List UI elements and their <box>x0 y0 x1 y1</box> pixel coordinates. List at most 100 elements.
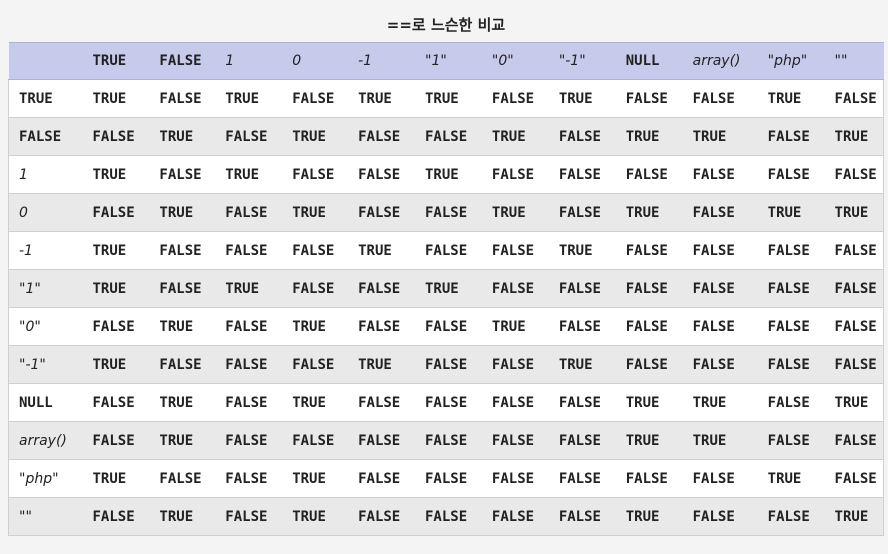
row-header: "0" <box>8 307 83 346</box>
table-cell: TRUE <box>481 307 549 346</box>
table-cell: FALSE <box>415 117 482 156</box>
table-cell: FALSE <box>682 79 758 118</box>
table-cell: TRUE <box>415 155 482 194</box>
table-cell: TRUE <box>415 79 482 118</box>
table-cell: FALSE <box>548 269 616 308</box>
table-cell: FALSE <box>682 193 758 232</box>
table-row: array() FALSE TRUE FALSE FALSE FALSE FALSE FALS… <box>8 421 884 460</box>
table-cell: FALSE <box>757 345 825 384</box>
table-cell: TRUE <box>348 231 415 270</box>
table-cell: TRUE <box>282 117 349 156</box>
table-cell: TRUE <box>149 497 216 536</box>
table-cell: TRUE <box>82 231 150 270</box>
table-cell: FALSE <box>82 421 150 460</box>
table-cell: FALSE <box>682 231 758 270</box>
table-cell: FALSE <box>757 269 825 308</box>
table-cell: FALSE <box>282 79 349 118</box>
loose-comparison-table: TRUE FALSE 1 0 -1 "1" "0" "-1" NULL array() "php" "… <box>8 42 884 536</box>
table-cell: FALSE <box>415 383 482 422</box>
table-row: FALSE FALSE TRUE FALSE TRUE FALSE FALSE TRUE FAL… <box>8 117 884 156</box>
table-cell: FALSE <box>548 459 616 498</box>
table-cell: FALSE <box>481 155 549 194</box>
table-cell: TRUE <box>757 193 825 232</box>
table-cell: FALSE <box>548 421 616 460</box>
table-cell: FALSE <box>348 155 415 194</box>
table-cell: FALSE <box>348 193 415 232</box>
table-cell: FALSE <box>82 117 150 156</box>
table-cell: FALSE <box>481 459 549 498</box>
table-row: TRUE TRUE FALSE TRUE FALSE TRUE TRUE FALSE TRUE F… <box>8 79 884 118</box>
column-header: "" <box>824 42 884 80</box>
table-cell: FALSE <box>415 231 482 270</box>
table-cell: FALSE <box>481 269 549 308</box>
table-row: "-1" TRUE FALSE FALSE FALSE TRUE FALSE FALSE TRU… <box>8 345 884 384</box>
table-cell: TRUE <box>348 79 415 118</box>
table-cell: FALSE <box>215 421 283 460</box>
table-cell: FALSE <box>824 269 884 308</box>
table-cell: FALSE <box>82 383 150 422</box>
table-cell: TRUE <box>149 307 216 346</box>
table-cell: FALSE <box>149 269 216 308</box>
row-header: "" <box>8 497 83 536</box>
table-cell: FALSE <box>757 117 825 156</box>
table-cell: FALSE <box>415 421 482 460</box>
table-cell: TRUE <box>615 117 683 156</box>
table-cell: TRUE <box>548 79 616 118</box>
table-cell: FALSE <box>548 117 616 156</box>
table-cell: FALSE <box>682 269 758 308</box>
table-cell: FALSE <box>548 193 616 232</box>
row-header: FALSE <box>8 117 83 156</box>
table-cell: FALSE <box>215 307 283 346</box>
table-cell: TRUE <box>615 383 683 422</box>
table-cell: TRUE <box>615 193 683 232</box>
table-cell: TRUE <box>82 269 150 308</box>
row-header: -1 <box>8 231 83 270</box>
table-cell: TRUE <box>282 497 349 536</box>
table-cell: FALSE <box>824 307 884 346</box>
row-header: "-1" <box>8 345 83 384</box>
table-cell: TRUE <box>824 383 884 422</box>
table-cell: FALSE <box>548 497 616 536</box>
table-cell: TRUE <box>282 307 349 346</box>
table-cell: FALSE <box>757 307 825 346</box>
table-body: TRUE TRUE FALSE TRUE FALSE TRUE TRUE FALSE TRUE F… <box>8 79 884 536</box>
row-header: 0 <box>8 193 83 232</box>
table-cell: TRUE <box>215 269 283 308</box>
table-cell: FALSE <box>348 117 415 156</box>
table-cell: TRUE <box>682 421 758 460</box>
header-row: TRUE FALSE 1 0 -1 "1" "0" "-1" NULL array() "php" "… <box>8 42 884 80</box>
table-cell: FALSE <box>757 421 825 460</box>
table-cell: TRUE <box>824 193 884 232</box>
table-cell: TRUE <box>149 421 216 460</box>
row-header: "1" <box>8 269 83 308</box>
column-header: NULL <box>615 42 683 80</box>
table-cell: FALSE <box>757 155 825 194</box>
table-cell: FALSE <box>415 459 482 498</box>
header-corner-cell <box>8 42 83 80</box>
table-row: 0 FALSE TRUE FALSE TRUE FALSE FALSE TRUE FALSE TR… <box>8 193 884 232</box>
table-cell: FALSE <box>149 345 216 384</box>
table-cell: FALSE <box>548 155 616 194</box>
table-cell: FALSE <box>215 345 283 384</box>
table-cell: TRUE <box>757 79 825 118</box>
table-cell: FALSE <box>682 459 758 498</box>
table-cell: TRUE <box>282 193 349 232</box>
table-cell: TRUE <box>82 79 150 118</box>
column-header: "php" <box>757 42 825 80</box>
table-cell: TRUE <box>348 345 415 384</box>
column-header: "1" <box>415 42 482 80</box>
table-cell: TRUE <box>215 79 283 118</box>
table-cell: FALSE <box>824 79 884 118</box>
column-header: FALSE <box>149 42 216 80</box>
table-cell: FALSE <box>682 155 758 194</box>
table-cell: FALSE <box>348 421 415 460</box>
row-header: NULL <box>8 383 83 422</box>
table-row: "0" FALSE TRUE FALSE TRUE FALSE FALSE TRUE FALSE… <box>8 307 884 346</box>
table-cell: FALSE <box>824 459 884 498</box>
table-row: -1 TRUE FALSE FALSE FALSE TRUE FALSE FALSE TRUE F… <box>8 231 884 270</box>
table-cell: FALSE <box>824 231 884 270</box>
table-cell: FALSE <box>348 307 415 346</box>
table-cell: FALSE <box>215 193 283 232</box>
column-header: 1 <box>215 42 283 80</box>
